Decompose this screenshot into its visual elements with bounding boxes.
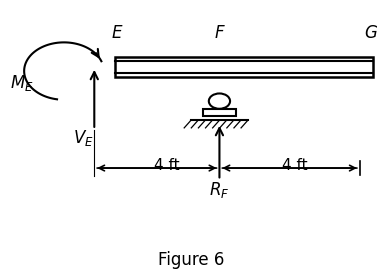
Text: Figure 6: Figure 6 [158,251,224,269]
Bar [203,109,236,116]
Circle shape [209,94,230,109]
Text: 4 ft: 4 ft [282,158,308,173]
Text: $E$: $E$ [111,24,123,42]
Text: $F$: $F$ [214,24,225,42]
Text: 4 ft: 4 ft [154,158,179,173]
Text: $M_E$: $M_E$ [10,73,34,93]
Text: $V_E$: $V_E$ [73,128,93,148]
Text: $R_F$: $R_F$ [209,180,230,200]
Text: $G$: $G$ [364,24,378,42]
Bar [115,57,373,77]
